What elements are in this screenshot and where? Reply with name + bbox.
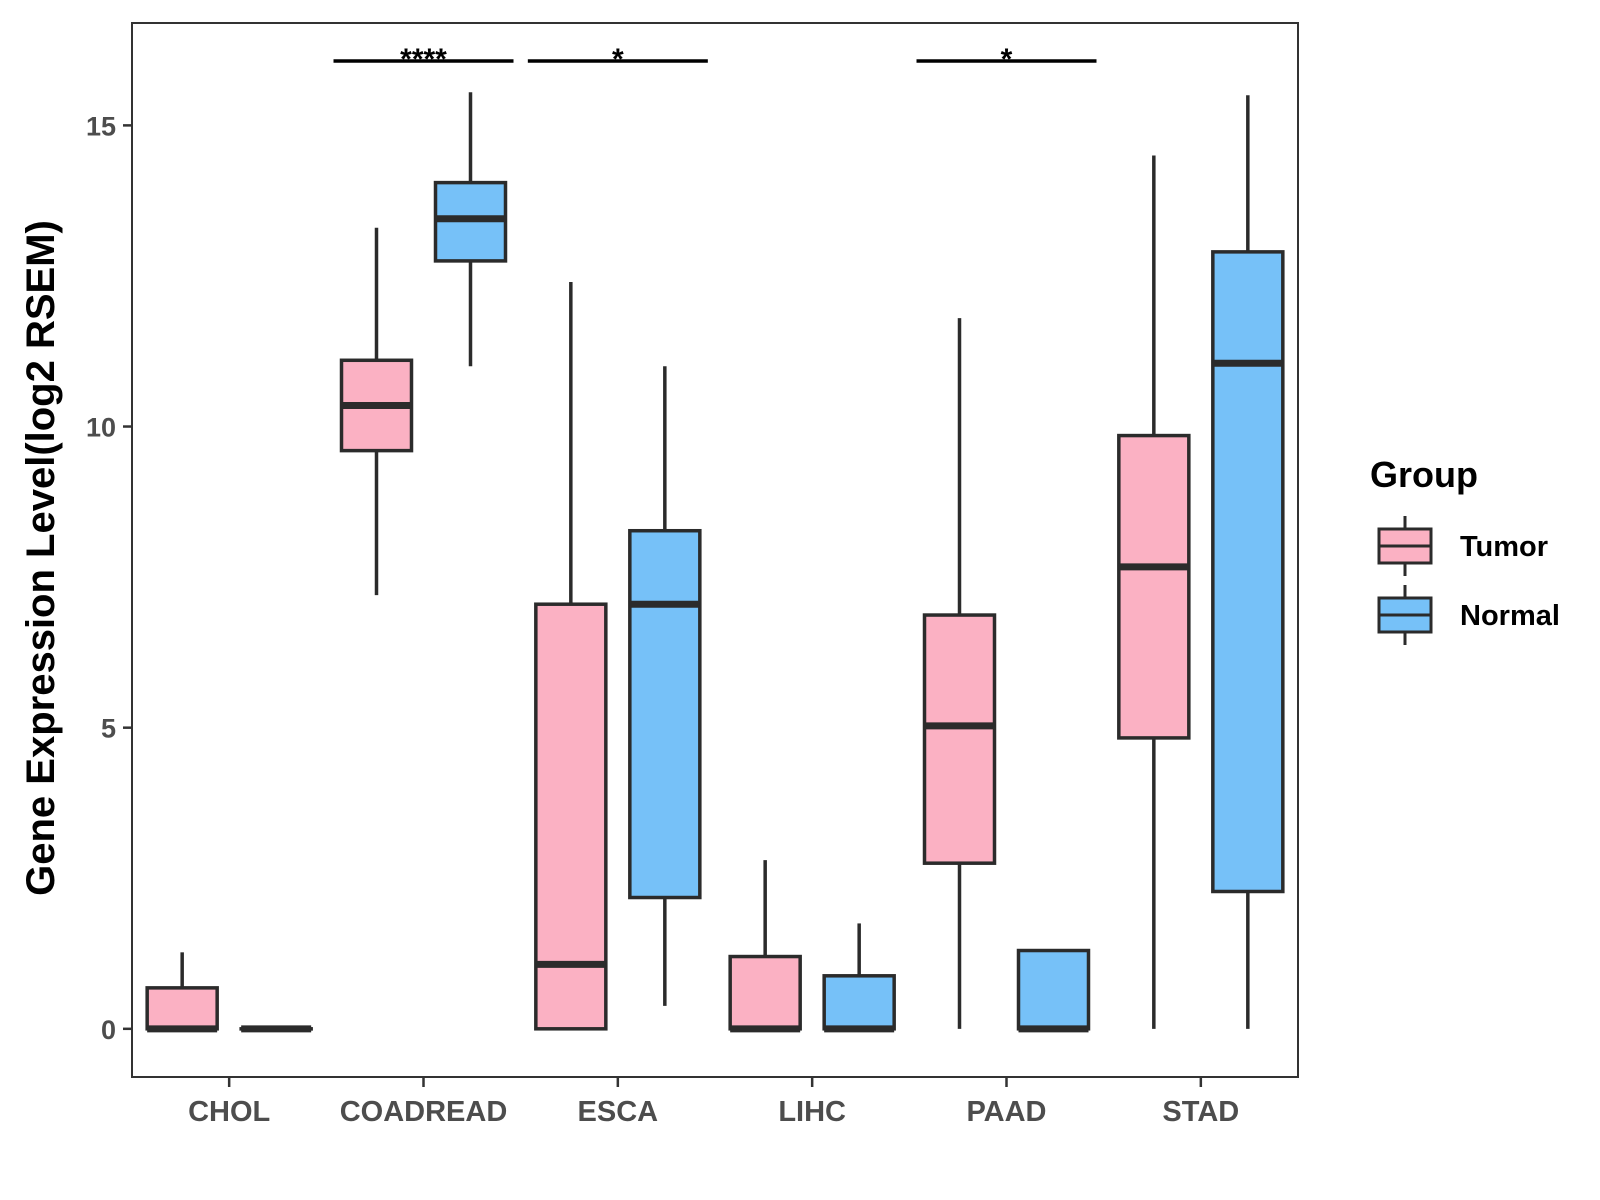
box-body: [628, 528, 702, 900]
box-normal-coadread: [433, 92, 508, 367]
y-tick-label: 15: [86, 111, 116, 141]
significance-label: *: [612, 43, 624, 76]
legend-item-normal: Normal: [1377, 585, 1560, 645]
y-tick-label: 0: [101, 1015, 116, 1045]
box-body: [534, 602, 608, 1031]
box-tumor-esca: [534, 281, 608, 1031]
box-normal-paad: [1016, 948, 1091, 1033]
legend: Group Tumor Normal: [1370, 454, 1560, 645]
panel-border: [131, 22, 1299, 1078]
box-body: [922, 613, 997, 865]
box-normal-lihc: [822, 923, 896, 1033]
box-tumor-paad: [922, 318, 997, 1029]
plot-area: **** * *: [145, 43, 1285, 1033]
box-normal-esca: [628, 366, 702, 1006]
legend-label: Normal: [1460, 600, 1560, 632]
box-body: [1016, 948, 1091, 1031]
box-body: [1211, 250, 1285, 894]
x-tick-label: STAD: [1162, 1096, 1239, 1128]
legend-title: Group: [1370, 454, 1478, 495]
box-tumor-chol: [145, 952, 219, 1033]
axes: 0 5 10 15 CHOL COADREAD ESCA LIHC PAAD STAD: [86, 22, 1299, 1128]
box-tumor-lihc: [728, 860, 802, 1033]
box-body: [1117, 433, 1191, 740]
legend-item-tumor: Tumor: [1377, 516, 1548, 576]
x-tick-label: LIHC: [778, 1096, 846, 1128]
y-tick-label: 10: [86, 413, 116, 443]
significance-label: *: [1001, 43, 1013, 76]
box-normal-stad: [1211, 95, 1285, 1029]
x-tick-label: CHOL: [188, 1096, 270, 1128]
box-tumor-stad: [1117, 155, 1191, 1029]
x-tick-label: PAAD: [966, 1096, 1046, 1128]
y-axis-title: Gene Expression Level(log2 RSEM): [19, 220, 63, 896]
x-tick-label: COADREAD: [340, 1096, 508, 1128]
box-body: [145, 986, 219, 1031]
x-tick-label: ESCA: [578, 1096, 659, 1128]
box-body: [822, 974, 896, 1031]
box-tumor-coadread: [339, 227, 414, 596]
legend-label: Tumor: [1460, 531, 1548, 563]
significance-label: ****: [400, 43, 447, 76]
box-body: [728, 954, 802, 1031]
y-tick-label: 5: [101, 714, 116, 744]
